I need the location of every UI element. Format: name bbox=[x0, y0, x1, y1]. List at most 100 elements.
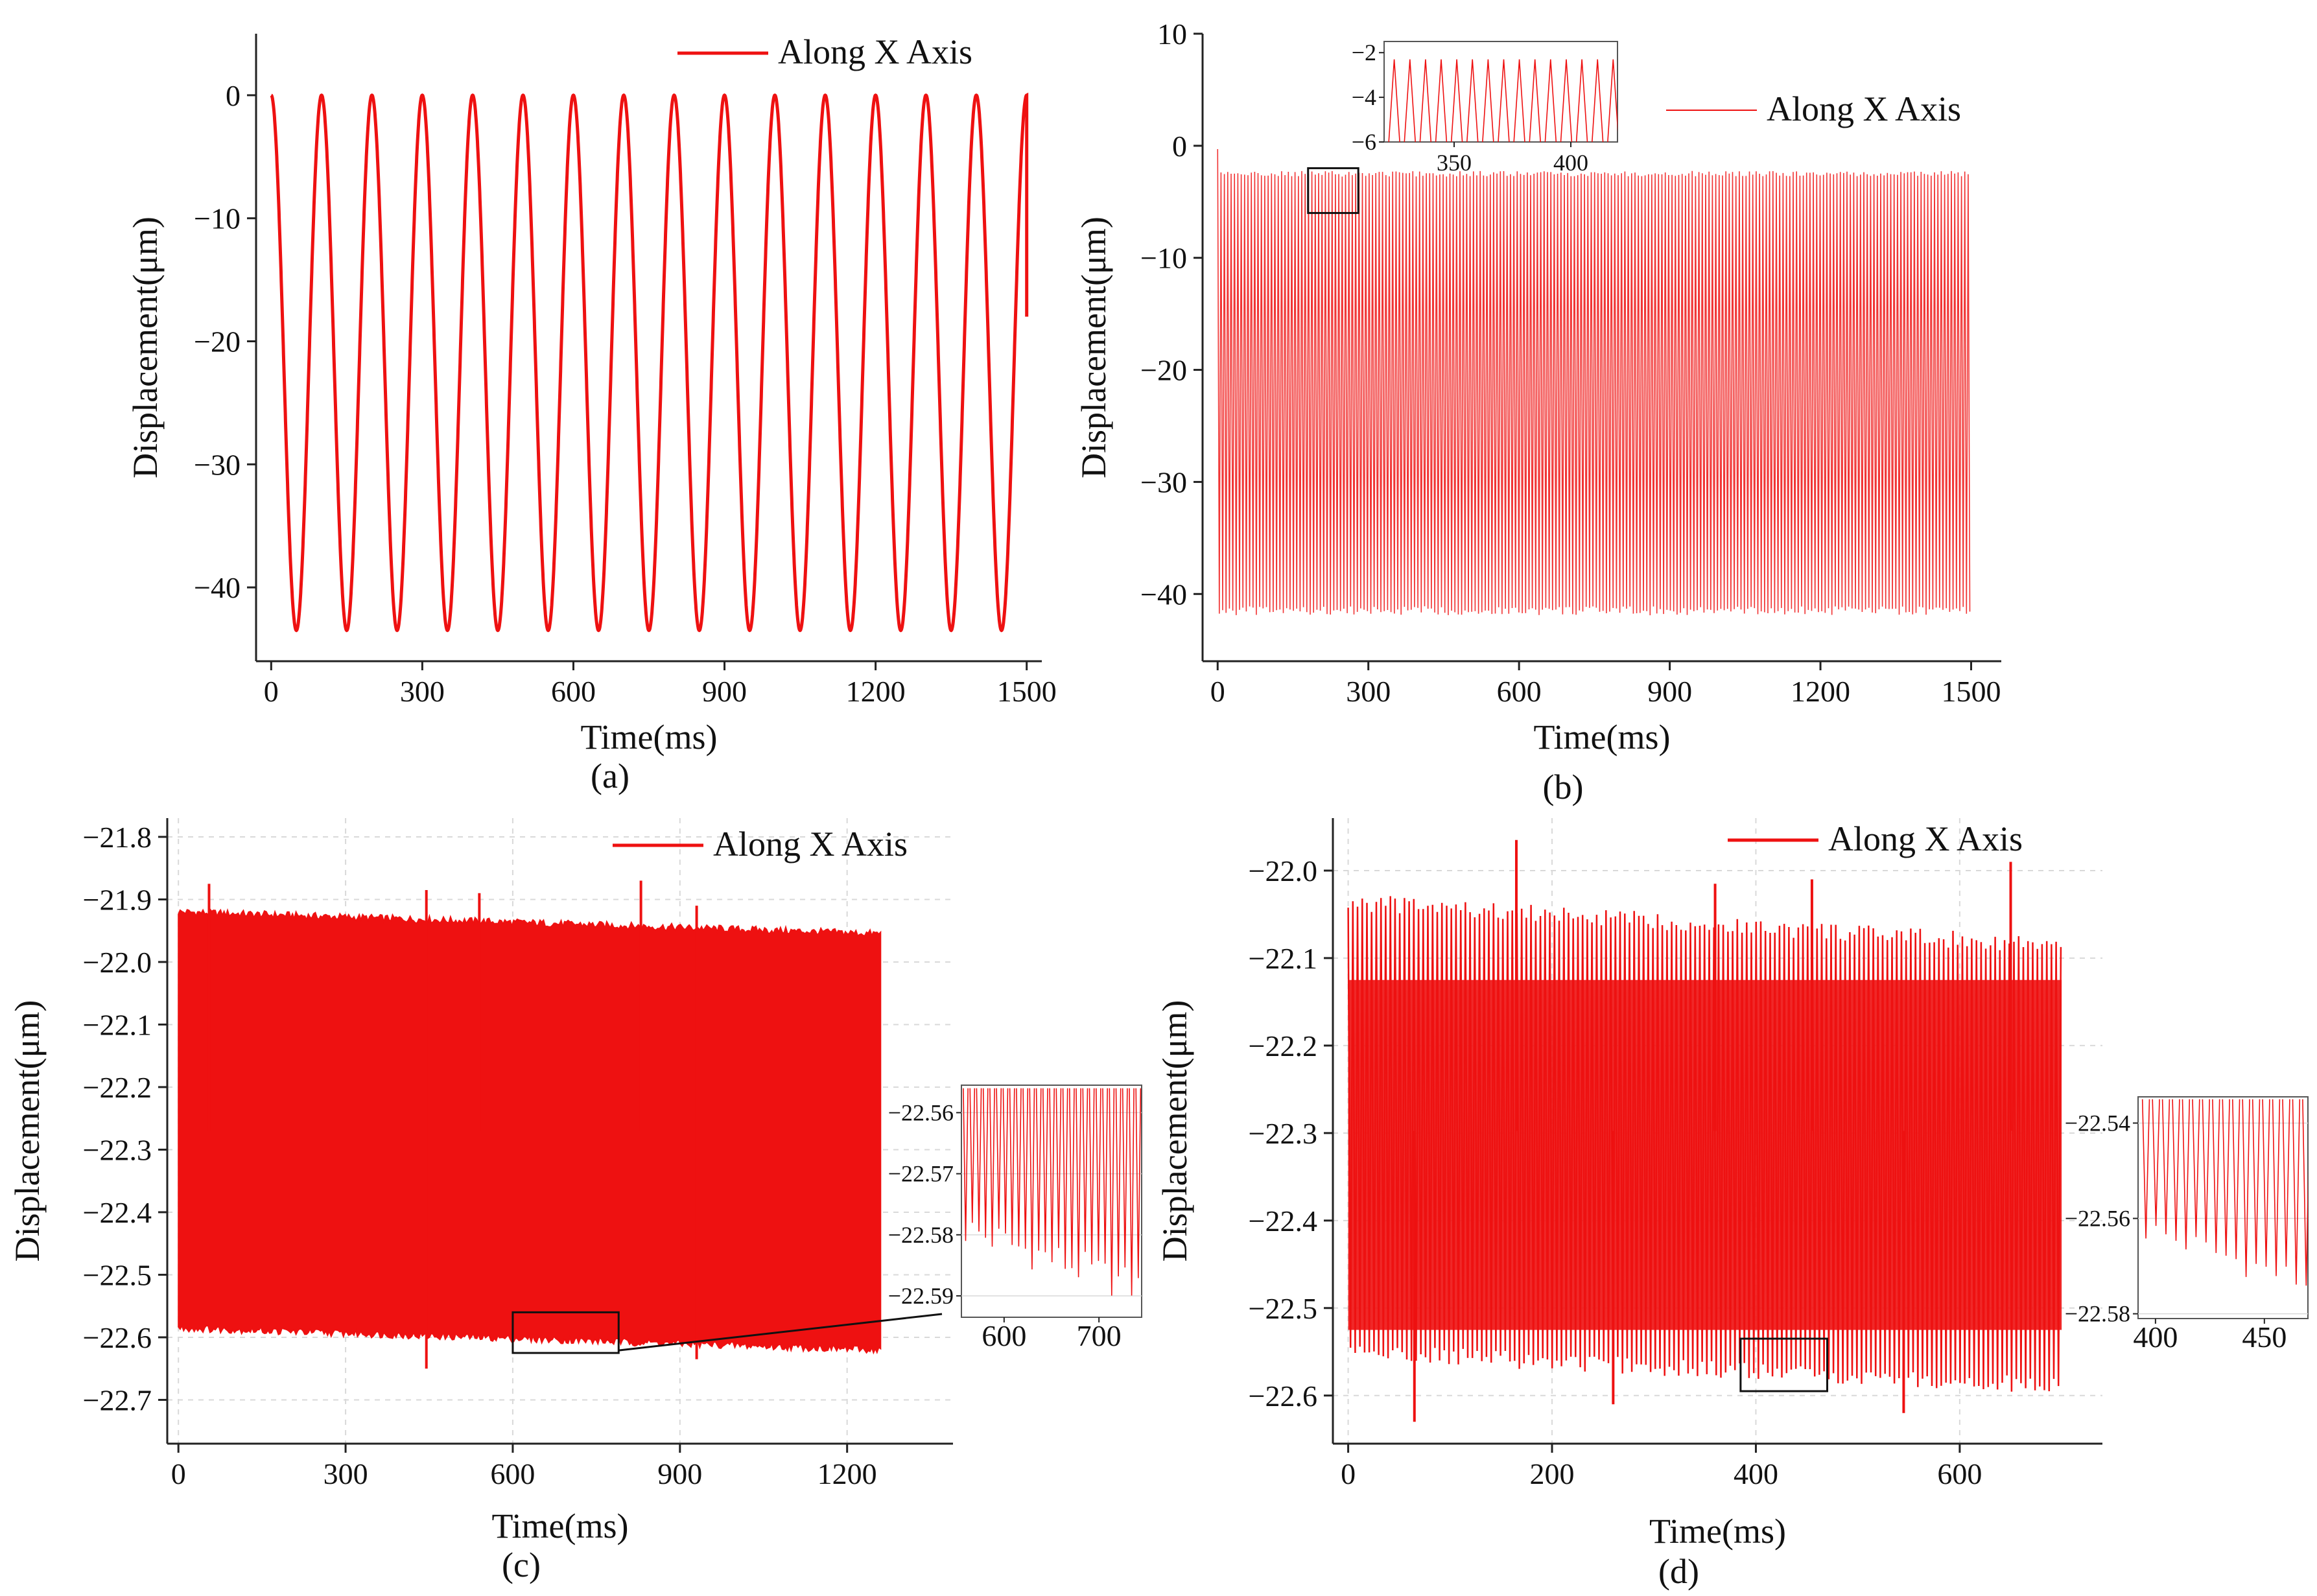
x-axis-title: Time(ms) bbox=[1649, 1512, 1786, 1551]
y-tick-label: −22.5 bbox=[1249, 1292, 1317, 1325]
y-tick-label: −21.9 bbox=[83, 883, 152, 916]
y-tick-label: −20 bbox=[194, 325, 241, 358]
legend-label: Along X Axis bbox=[1828, 819, 2023, 858]
chart-panel-b: 0 300 600 900 1200 1500 10 0 −10 −20 −30 −40 Time(ms… bbox=[1074, 18, 2001, 806]
x-tick-label: 600 bbox=[490, 1457, 535, 1490]
zoom-connector bbox=[618, 1313, 943, 1352]
x-axis-title: Time(ms) bbox=[1533, 718, 1670, 757]
x-axis-title: Time(ms) bbox=[491, 1507, 628, 1545]
chart-panel-a: 0 300 600 900 1200 1500 0 −10 −20 −30 −40 Time(ms) D… bbox=[126, 32, 1057, 795]
x-tick-label: 1500 bbox=[997, 675, 1057, 708]
x-tick-label: 900 bbox=[1647, 675, 1692, 708]
x-tick-label: 1200 bbox=[846, 675, 906, 708]
series-group bbox=[178, 880, 882, 1369]
inset-y-tick-label: −22.56 bbox=[888, 1099, 954, 1125]
y-tick-label: −30 bbox=[194, 448, 241, 481]
x-tick-label: 0 bbox=[171, 1457, 186, 1490]
y-tick-label: −40 bbox=[1140, 578, 1187, 611]
inset-series bbox=[1388, 59, 1617, 142]
panel-label: (b) bbox=[1543, 768, 1584, 806]
y-tick-label: 0 bbox=[1172, 130, 1187, 163]
y-tick-label: −40 bbox=[194, 571, 241, 604]
inset-series bbox=[2141, 1099, 2308, 1286]
inset-y-tick-label: −22.56 bbox=[2065, 1206, 2130, 1232]
panel-label: (c) bbox=[502, 1545, 541, 1584]
y-tick-label: −22.5 bbox=[83, 1258, 152, 1291]
x-tick-label: 300 bbox=[323, 1457, 368, 1490]
legend-label: Along X Axis bbox=[1767, 89, 1961, 128]
inset-x-tick-label: 400 bbox=[1553, 150, 1588, 176]
inset-x-tick-label: 700 bbox=[1077, 1319, 1122, 1352]
x-tick-label: 900 bbox=[702, 675, 747, 708]
y-tick-label: −20 bbox=[1140, 354, 1187, 387]
legend-label: Along X Axis bbox=[778, 32, 972, 71]
legend-label: Along X Axis bbox=[713, 825, 908, 863]
inset-x-tick-label: 350 bbox=[1437, 150, 1472, 176]
inset-y-tick-label: −22.58 bbox=[2065, 1301, 2130, 1327]
inset-y-tick-label: −22.58 bbox=[888, 1222, 954, 1248]
y-tick-label: −22.4 bbox=[1249, 1204, 1317, 1238]
x-axis-title: Time(ms) bbox=[580, 718, 717, 757]
inset-x-tick-label: 450 bbox=[2242, 1320, 2287, 1354]
series-group bbox=[1217, 149, 1971, 616]
chart-panel-c: 0 300 600 900 1200 −21.8 −21.9 −22.0 −22.1 −22.2 −… bbox=[8, 818, 1142, 1584]
y-axis-title: Displacement(μm) bbox=[1074, 217, 1113, 478]
x-tick-label: 0 bbox=[264, 675, 279, 708]
inset-c: −22.56 −22.57 −22.58 −22.59 600 700 bbox=[888, 1085, 1142, 1352]
x-tick-label: 300 bbox=[400, 675, 445, 708]
series-group bbox=[270, 92, 1029, 633]
inset-b: −2 −4 −6 350 400 bbox=[1352, 40, 1618, 176]
series-line bbox=[1217, 149, 1971, 616]
inset-series bbox=[963, 1088, 1142, 1296]
inset-y-tick-label: −22.57 bbox=[888, 1161, 954, 1187]
y-tick-label: −22.1 bbox=[83, 1008, 152, 1041]
y-tick-label: −22.2 bbox=[83, 1071, 152, 1104]
panel-label: (a) bbox=[591, 757, 629, 795]
series-group bbox=[1347, 839, 2062, 1422]
y-tick-label: −22.6 bbox=[1249, 1379, 1317, 1413]
x-tick-label: 600 bbox=[1937, 1457, 1982, 1490]
series-line bbox=[270, 92, 1029, 633]
y-tick-label: 10 bbox=[1157, 18, 1187, 51]
y-axis-title: Displacement(μm) bbox=[1155, 1000, 1194, 1262]
y-tick-label: −22.3 bbox=[83, 1133, 152, 1166]
series-line bbox=[1347, 896, 2062, 1392]
x-tick-label: 1200 bbox=[1791, 675, 1850, 708]
zoom-box bbox=[1307, 167, 1359, 215]
zoom-box bbox=[512, 1311, 620, 1354]
x-tick-label: 1200 bbox=[817, 1457, 877, 1490]
y-tick-label: −22.4 bbox=[83, 1196, 152, 1229]
y-tick-label: −22.0 bbox=[1249, 854, 1317, 887]
x-tick-label: 600 bbox=[551, 675, 596, 708]
x-tick-label: 0 bbox=[1341, 1457, 1356, 1490]
inset-frame bbox=[1383, 41, 1618, 143]
x-tick-label: 900 bbox=[657, 1457, 702, 1490]
y-tick-label: 0 bbox=[226, 79, 241, 112]
panel-label: (d) bbox=[1658, 1552, 1699, 1591]
y-tick-label: −22.3 bbox=[1249, 1117, 1317, 1150]
inset-y-tick-label: −22.59 bbox=[888, 1283, 954, 1309]
series-band bbox=[178, 908, 882, 1355]
y-tick-label: −22.2 bbox=[1249, 1029, 1317, 1062]
inset-y-tick-label: −22.54 bbox=[2065, 1110, 2130, 1136]
inset-y-tick-label: −4 bbox=[1352, 84, 1376, 110]
y-tick-label: −22.0 bbox=[83, 946, 152, 979]
y-axis-title: Displacement(μm) bbox=[126, 217, 165, 478]
chart-panel-d: 0 200 400 600 −22.0 −22.1 −22.2 −22.3 −22.4 −22.5… bbox=[1155, 818, 2309, 1591]
zoom-box bbox=[1739, 1337, 1829, 1392]
x-tick-label: 600 bbox=[1497, 675, 1542, 708]
inset-y-tick-label: −2 bbox=[1352, 40, 1376, 65]
x-tick-label: 200 bbox=[1530, 1457, 1575, 1490]
inset-x-tick-label: 600 bbox=[982, 1319, 1026, 1352]
y-axis-title: Displacement(μm) bbox=[8, 1000, 47, 1262]
x-tick-label: 1500 bbox=[1942, 675, 2001, 708]
y-tick-label: −10 bbox=[194, 202, 241, 235]
y-tick-label: −10 bbox=[1140, 242, 1187, 275]
y-tick-label: −21.8 bbox=[83, 821, 152, 854]
y-tick-label: −22.7 bbox=[83, 1383, 152, 1416]
x-tick-label: 0 bbox=[1210, 675, 1225, 708]
y-tick-label: −30 bbox=[1140, 465, 1187, 499]
y-tick-label: −22.6 bbox=[83, 1321, 152, 1354]
